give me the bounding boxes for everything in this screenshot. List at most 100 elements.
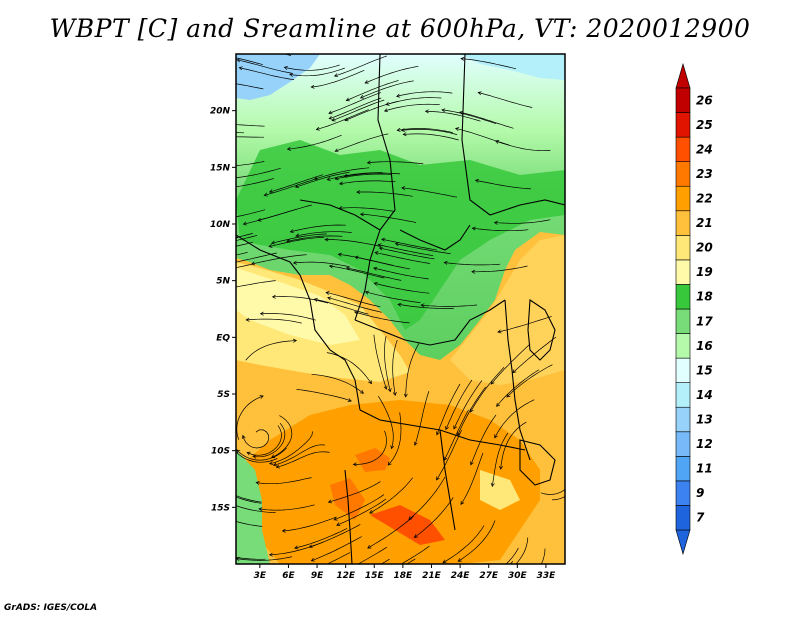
lon-tick-label: 3E <box>254 571 267 581</box>
streamline <box>442 525 485 564</box>
streamline-arrow <box>327 296 332 301</box>
streamline-arrow <box>222 499 226 502</box>
streamline <box>236 241 254 247</box>
colorbar-label: 20 <box>696 241 713 255</box>
lat-tick-label: 5S <box>217 390 230 400</box>
streamline-arrow <box>395 93 401 98</box>
streamline-arrow <box>237 38 240 41</box>
streamline <box>367 161 424 165</box>
streamline <box>236 209 266 218</box>
streamline-arrow <box>334 176 339 181</box>
streamline-arrow <box>512 369 517 374</box>
streamline <box>354 311 410 324</box>
streamline-arrow <box>466 588 470 591</box>
streamline <box>236 395 264 440</box>
streamline-arrow <box>310 84 315 89</box>
streamline <box>243 208 298 225</box>
streamline <box>333 494 385 521</box>
streamline <box>326 352 372 384</box>
streamline <box>236 302 237 303</box>
streamline-arrow <box>226 177 229 180</box>
streamline <box>236 451 278 463</box>
streamline <box>346 267 402 281</box>
streamline <box>346 80 399 101</box>
colorbar-swatch <box>675 87 691 113</box>
streamline <box>329 97 382 120</box>
colorbar-swatch <box>675 406 691 433</box>
streamline <box>236 167 281 179</box>
streamline-arrow <box>337 252 342 257</box>
streamline <box>268 236 325 247</box>
streamline <box>470 367 505 413</box>
streamline-arrow <box>354 255 359 260</box>
streamline-arrow <box>377 243 382 248</box>
streamline <box>339 207 395 212</box>
streamline-arrow <box>373 266 378 271</box>
streamline-arrow <box>403 393 408 398</box>
streamline <box>357 546 387 564</box>
streamline-arrow <box>222 263 225 266</box>
streamline-arrow <box>236 449 241 454</box>
streamline <box>540 548 546 564</box>
streamline <box>436 429 463 481</box>
streamline <box>381 238 437 251</box>
lon-tick-label: 24E <box>451 571 471 581</box>
streamline-arrow <box>392 391 397 397</box>
streamline-arrow <box>413 534 418 538</box>
streamline <box>253 422 286 458</box>
lon-tick-label: 15E <box>365 571 385 581</box>
streamline-arrow <box>352 462 357 467</box>
streamline <box>421 304 478 307</box>
streamline <box>414 390 430 446</box>
streamline-arrow <box>390 445 395 450</box>
streamline <box>334 55 388 77</box>
streamline <box>384 336 391 392</box>
streamline <box>353 430 387 465</box>
streamline-arrow <box>242 221 247 226</box>
streamline <box>326 292 381 308</box>
streamline-arrow <box>268 461 274 466</box>
streamline-arrow <box>497 329 502 334</box>
map-axes: 20N 15N 10N 5N EQ 5S 10S 15S 3E 6E 9E 12E 15E 18E 21E 2… <box>210 107 556 581</box>
streamline <box>384 103 440 112</box>
streamline-arrow <box>328 110 333 115</box>
colorbar-swatch <box>675 480 691 506</box>
streamline-arrow <box>338 181 344 186</box>
streamline <box>236 252 248 256</box>
colorbar-swatch <box>675 284 691 310</box>
streamline-arrow <box>209 122 212 125</box>
colorbar-label: 13 <box>696 413 713 427</box>
streamline-arrow <box>374 251 379 255</box>
streamline <box>236 447 287 461</box>
streamline <box>316 109 369 130</box>
streamline-arrow <box>369 509 374 514</box>
streamline-arrow <box>373 281 378 286</box>
streamline-arrow <box>387 388 392 393</box>
map-title: WBPT [C] and Sreamline at 600hPa, VT: 20… <box>49 14 751 43</box>
streamline-arrow <box>578 459 581 462</box>
colorbar-label: 22 <box>696 192 713 206</box>
streamline-arrow <box>356 190 361 195</box>
streamline <box>309 524 361 548</box>
streamline <box>328 481 381 503</box>
streamline-arrow <box>328 115 333 120</box>
streamline-arrow <box>477 91 482 96</box>
colorbar-label: 14 <box>696 388 713 402</box>
streamline-arrow <box>245 317 250 322</box>
streamline-arrow <box>470 461 474 466</box>
streamline-arrow <box>396 127 401 132</box>
streamline <box>325 239 381 247</box>
border-line <box>399 224 471 251</box>
lat-tick-label: EQ <box>216 333 230 343</box>
streamline-arrow <box>325 291 330 295</box>
streamline-arrow <box>271 294 276 299</box>
streamline <box>396 91 453 97</box>
streamline-arrow <box>401 186 406 191</box>
border-line <box>461 54 565 216</box>
streamline <box>296 389 352 402</box>
streamline-arrow <box>295 233 300 238</box>
streamline <box>236 280 276 288</box>
border-line <box>236 234 361 411</box>
streamline-arrow <box>272 462 277 467</box>
